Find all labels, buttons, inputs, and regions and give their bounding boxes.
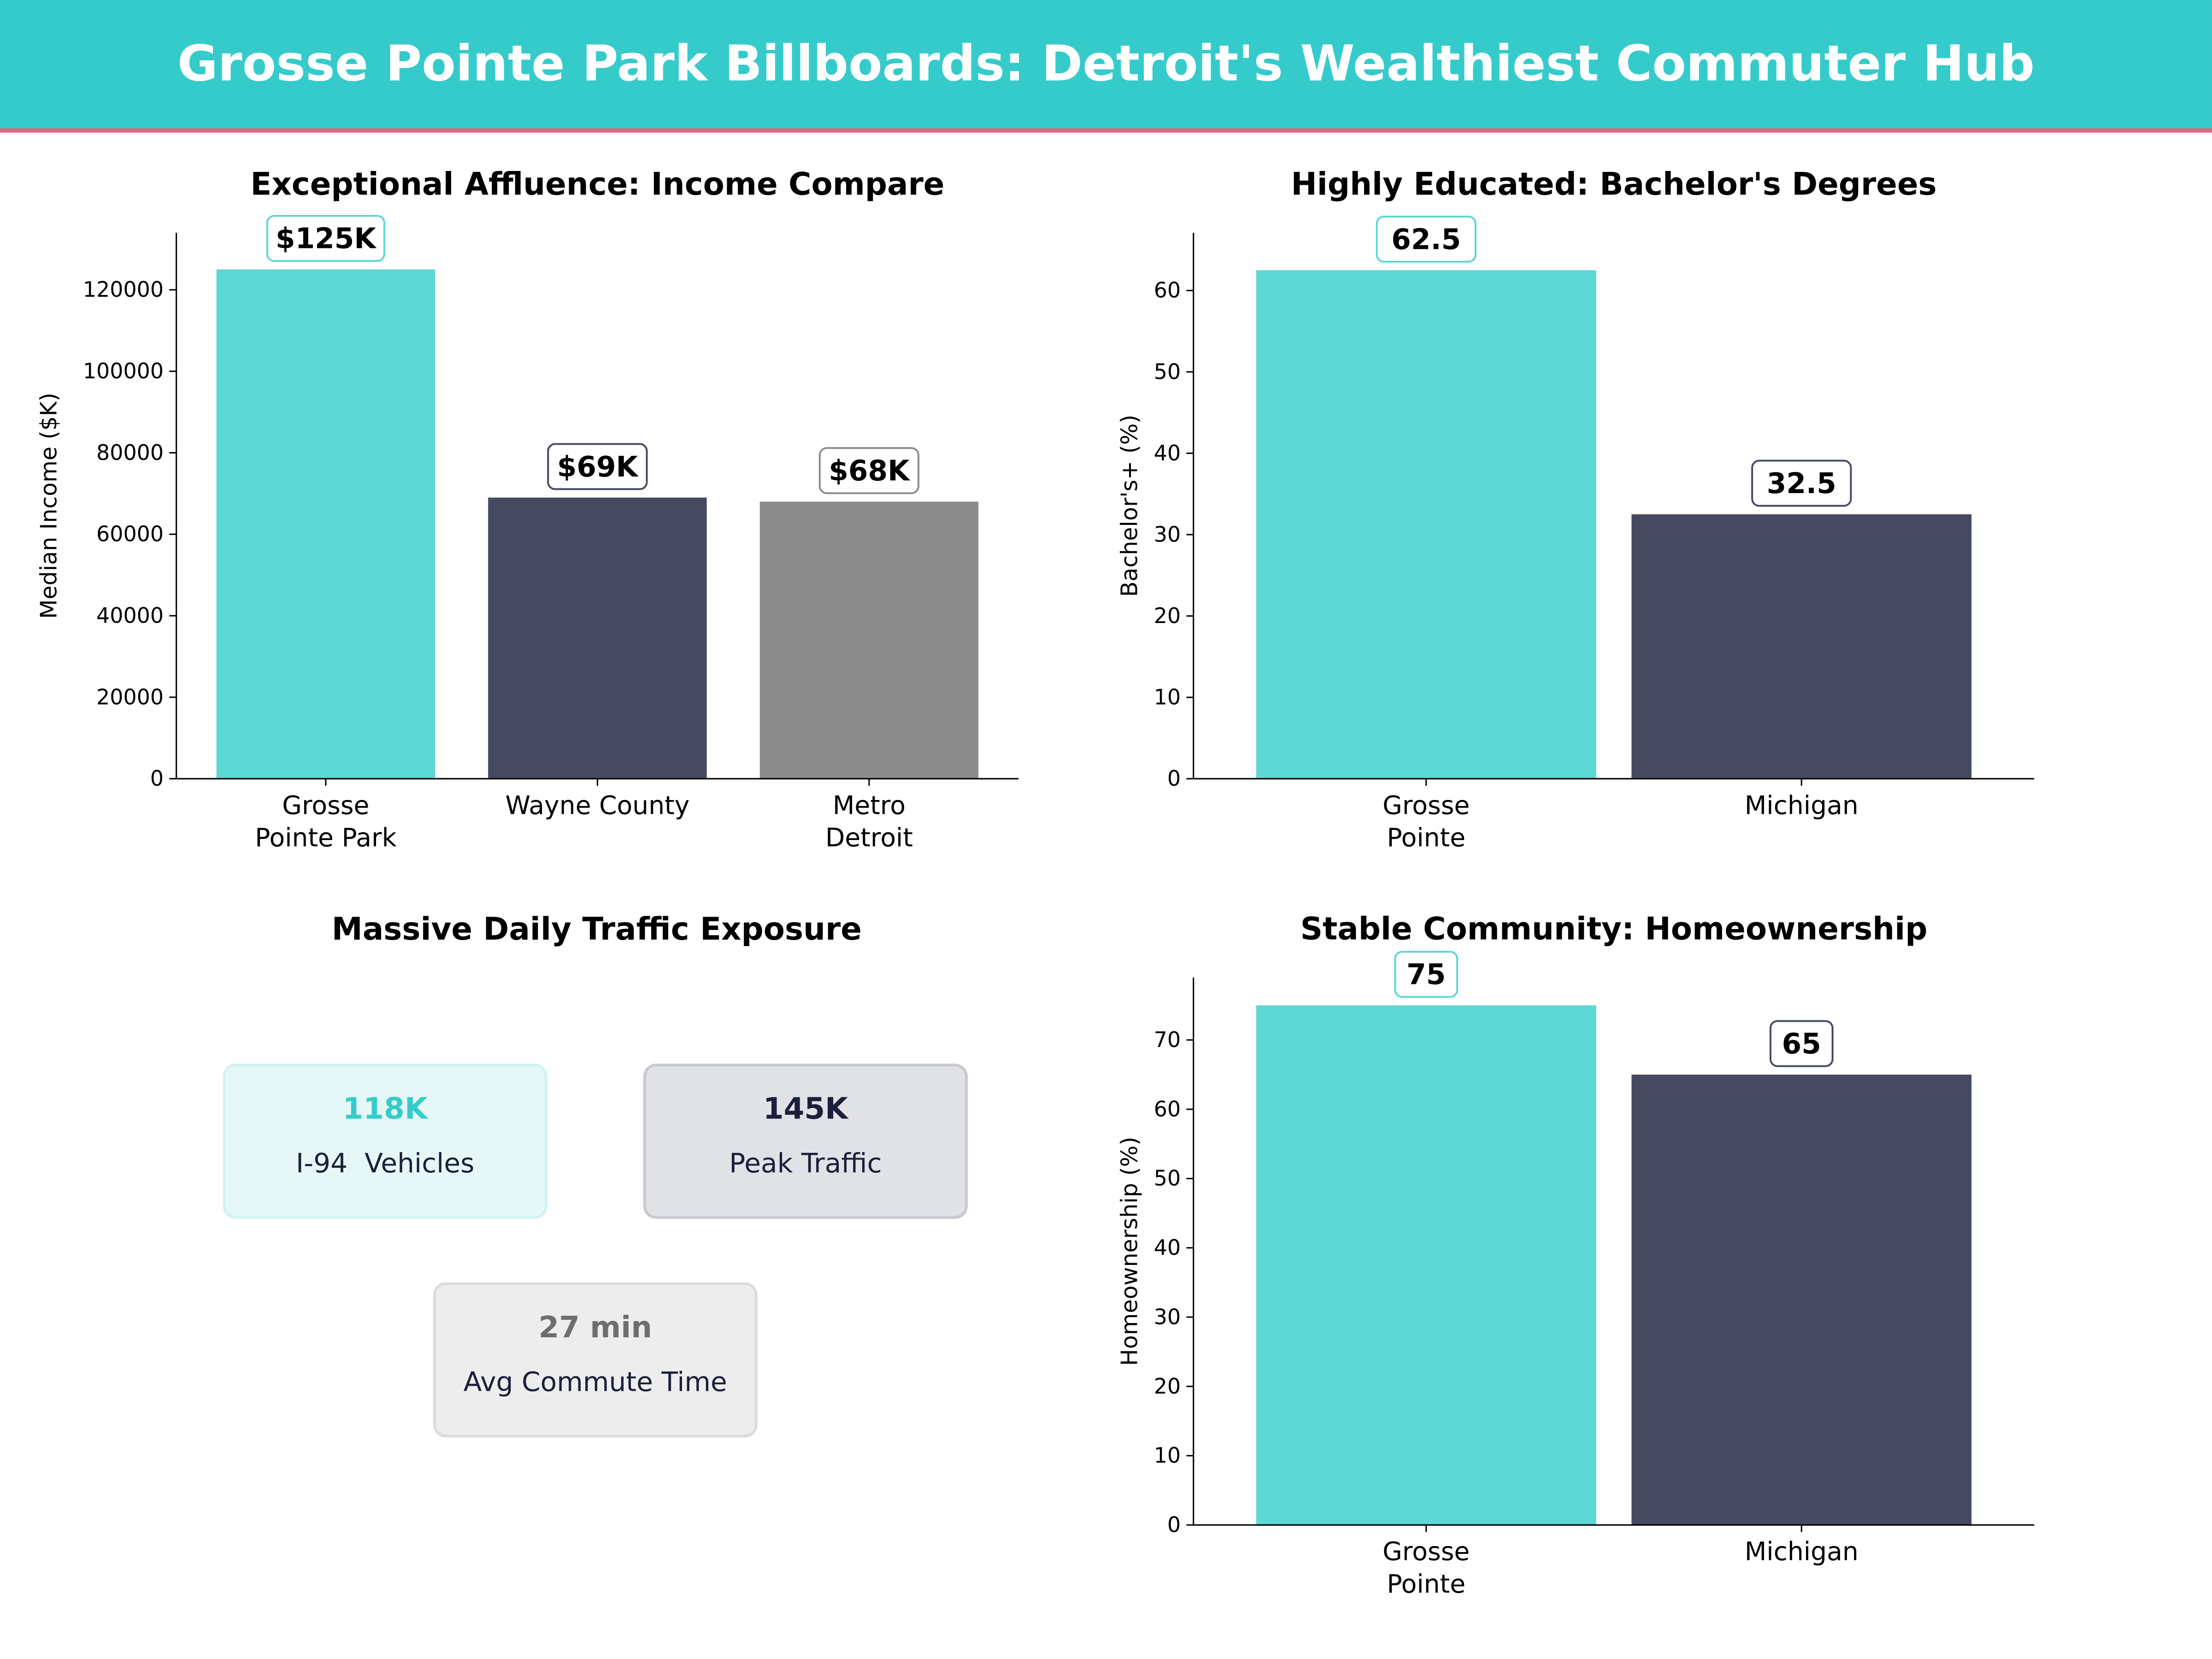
x-tick-label: Grosse bbox=[282, 790, 369, 820]
x-tick-label: Pointe Park bbox=[255, 823, 396, 853]
y-tick-label: 40 bbox=[1154, 1235, 1181, 1260]
bar bbox=[1631, 514, 1972, 779]
data-label: $125K bbox=[276, 223, 377, 255]
x-tick-label: Detroit bbox=[825, 823, 913, 853]
bar-chart-1: Exceptional Affluence: Income Compare $12… bbox=[35, 165, 1019, 853]
y-tick-label: 60 bbox=[1154, 1096, 1181, 1121]
bar bbox=[759, 501, 979, 779]
y-axis-label: Homeownership (%) bbox=[1116, 1137, 1142, 1366]
x-tick-label: Pointe bbox=[1387, 823, 1465, 853]
traffic-panel-title: Massive Daily Traffic Exposure bbox=[331, 912, 862, 948]
header-banner: Grosse Pointe Park Billboards: Detroit's… bbox=[0, 0, 2212, 133]
card-label: I-94 Vehicles bbox=[295, 1148, 475, 1180]
y-tick-label: 80000 bbox=[96, 440, 164, 465]
bar-chart-3: Stable Community: Homeownership 75 Grosse P… bbox=[1116, 911, 2035, 1599]
y-tick-label: 50 bbox=[1154, 1166, 1181, 1191]
data-label-box bbox=[1751, 459, 1852, 507]
bar bbox=[1256, 270, 1596, 779]
y-tick-label: 0 bbox=[1167, 766, 1181, 791]
data-label-box bbox=[1394, 951, 1459, 998]
data-label-box bbox=[1769, 1020, 1834, 1067]
y-tick-label: 30 bbox=[1154, 522, 1181, 547]
traffic-card-vehicles: 118K I-94 Vehicles bbox=[223, 1064, 547, 1219]
data-label-box bbox=[818, 447, 920, 494]
chart-title: Stable Community: Homeownership bbox=[1300, 911, 1928, 947]
y-tick-label: 20000 bbox=[96, 684, 164, 709]
bar-chart-2: Highly Educated: Bachelor's Degrees 62.5 G… bbox=[1116, 165, 2035, 853]
x-tick-label: Grosse bbox=[1382, 790, 1470, 820]
y-tick-label: 30 bbox=[1154, 1304, 1181, 1329]
card-value: 145K bbox=[763, 1092, 848, 1126]
card-value: 27 min bbox=[538, 1310, 653, 1345]
data-label-box bbox=[1376, 215, 1477, 263]
x-tick-label: Michigan bbox=[1745, 790, 1859, 820]
y-tick-label: 10 bbox=[1154, 1443, 1181, 1468]
x-tick-label: Grosse bbox=[1382, 1537, 1470, 1566]
x-tick-label: Wayne County bbox=[505, 790, 689, 820]
y-tick-label: 60000 bbox=[96, 522, 164, 547]
y-tick-label: 10 bbox=[1154, 685, 1181, 710]
y-tick-label: 40000 bbox=[96, 603, 164, 628]
traffic-card-commute: 27 min Avg Commute Time bbox=[433, 1282, 758, 1438]
data-label: $69K bbox=[557, 451, 639, 483]
y-tick-label: 120000 bbox=[83, 277, 164, 302]
bar bbox=[488, 497, 707, 779]
x-tick-label: Metro bbox=[833, 790, 906, 820]
y-tick-label: 100000 bbox=[83, 359, 164, 383]
bar bbox=[1256, 1005, 1596, 1525]
data-label-box bbox=[266, 215, 385, 262]
page-title: Grosse Pointe Park Billboards: Detroit's… bbox=[177, 36, 2035, 93]
y-axis-label: Median Income ($K) bbox=[35, 393, 62, 619]
y-tick-label: 0 bbox=[1167, 1512, 1181, 1537]
bar bbox=[216, 269, 435, 779]
card-label: Avg Commute Time bbox=[463, 1367, 727, 1398]
data-label: 62.5 bbox=[1391, 223, 1461, 256]
y-tick-label: 60 bbox=[1154, 278, 1181, 303]
chart-title: Highly Educated: Bachelor's Degrees bbox=[1291, 165, 1936, 202]
y-tick-label: 20 bbox=[1154, 603, 1181, 628]
data-label: 65 bbox=[1782, 1028, 1821, 1060]
y-tick-label: 50 bbox=[1154, 359, 1181, 384]
data-label: $68K bbox=[829, 455, 911, 488]
card-value: 118K bbox=[342, 1092, 428, 1126]
y-axis-label: Bachelor's+ (%) bbox=[1116, 415, 1142, 597]
data-label: 75 bbox=[1406, 959, 1446, 991]
traffic-card-peak: 145K Peak Traffic bbox=[643, 1064, 968, 1219]
y-tick-label: 0 bbox=[150, 766, 164, 791]
y-tick-label: 20 bbox=[1154, 1374, 1181, 1399]
data-label-box bbox=[547, 443, 648, 490]
chart-title: Exceptional Affluence: Income Compare bbox=[250, 165, 944, 202]
y-tick-label: 40 bbox=[1154, 441, 1181, 465]
x-tick-label: Michigan bbox=[1745, 1537, 1859, 1566]
data-label: 32.5 bbox=[1767, 467, 1836, 500]
y-tick-label: 70 bbox=[1154, 1027, 1181, 1052]
bar bbox=[1631, 1074, 1972, 1525]
x-tick-label: Pointe bbox=[1387, 1569, 1465, 1599]
card-label: Peak Traffic bbox=[729, 1148, 882, 1180]
